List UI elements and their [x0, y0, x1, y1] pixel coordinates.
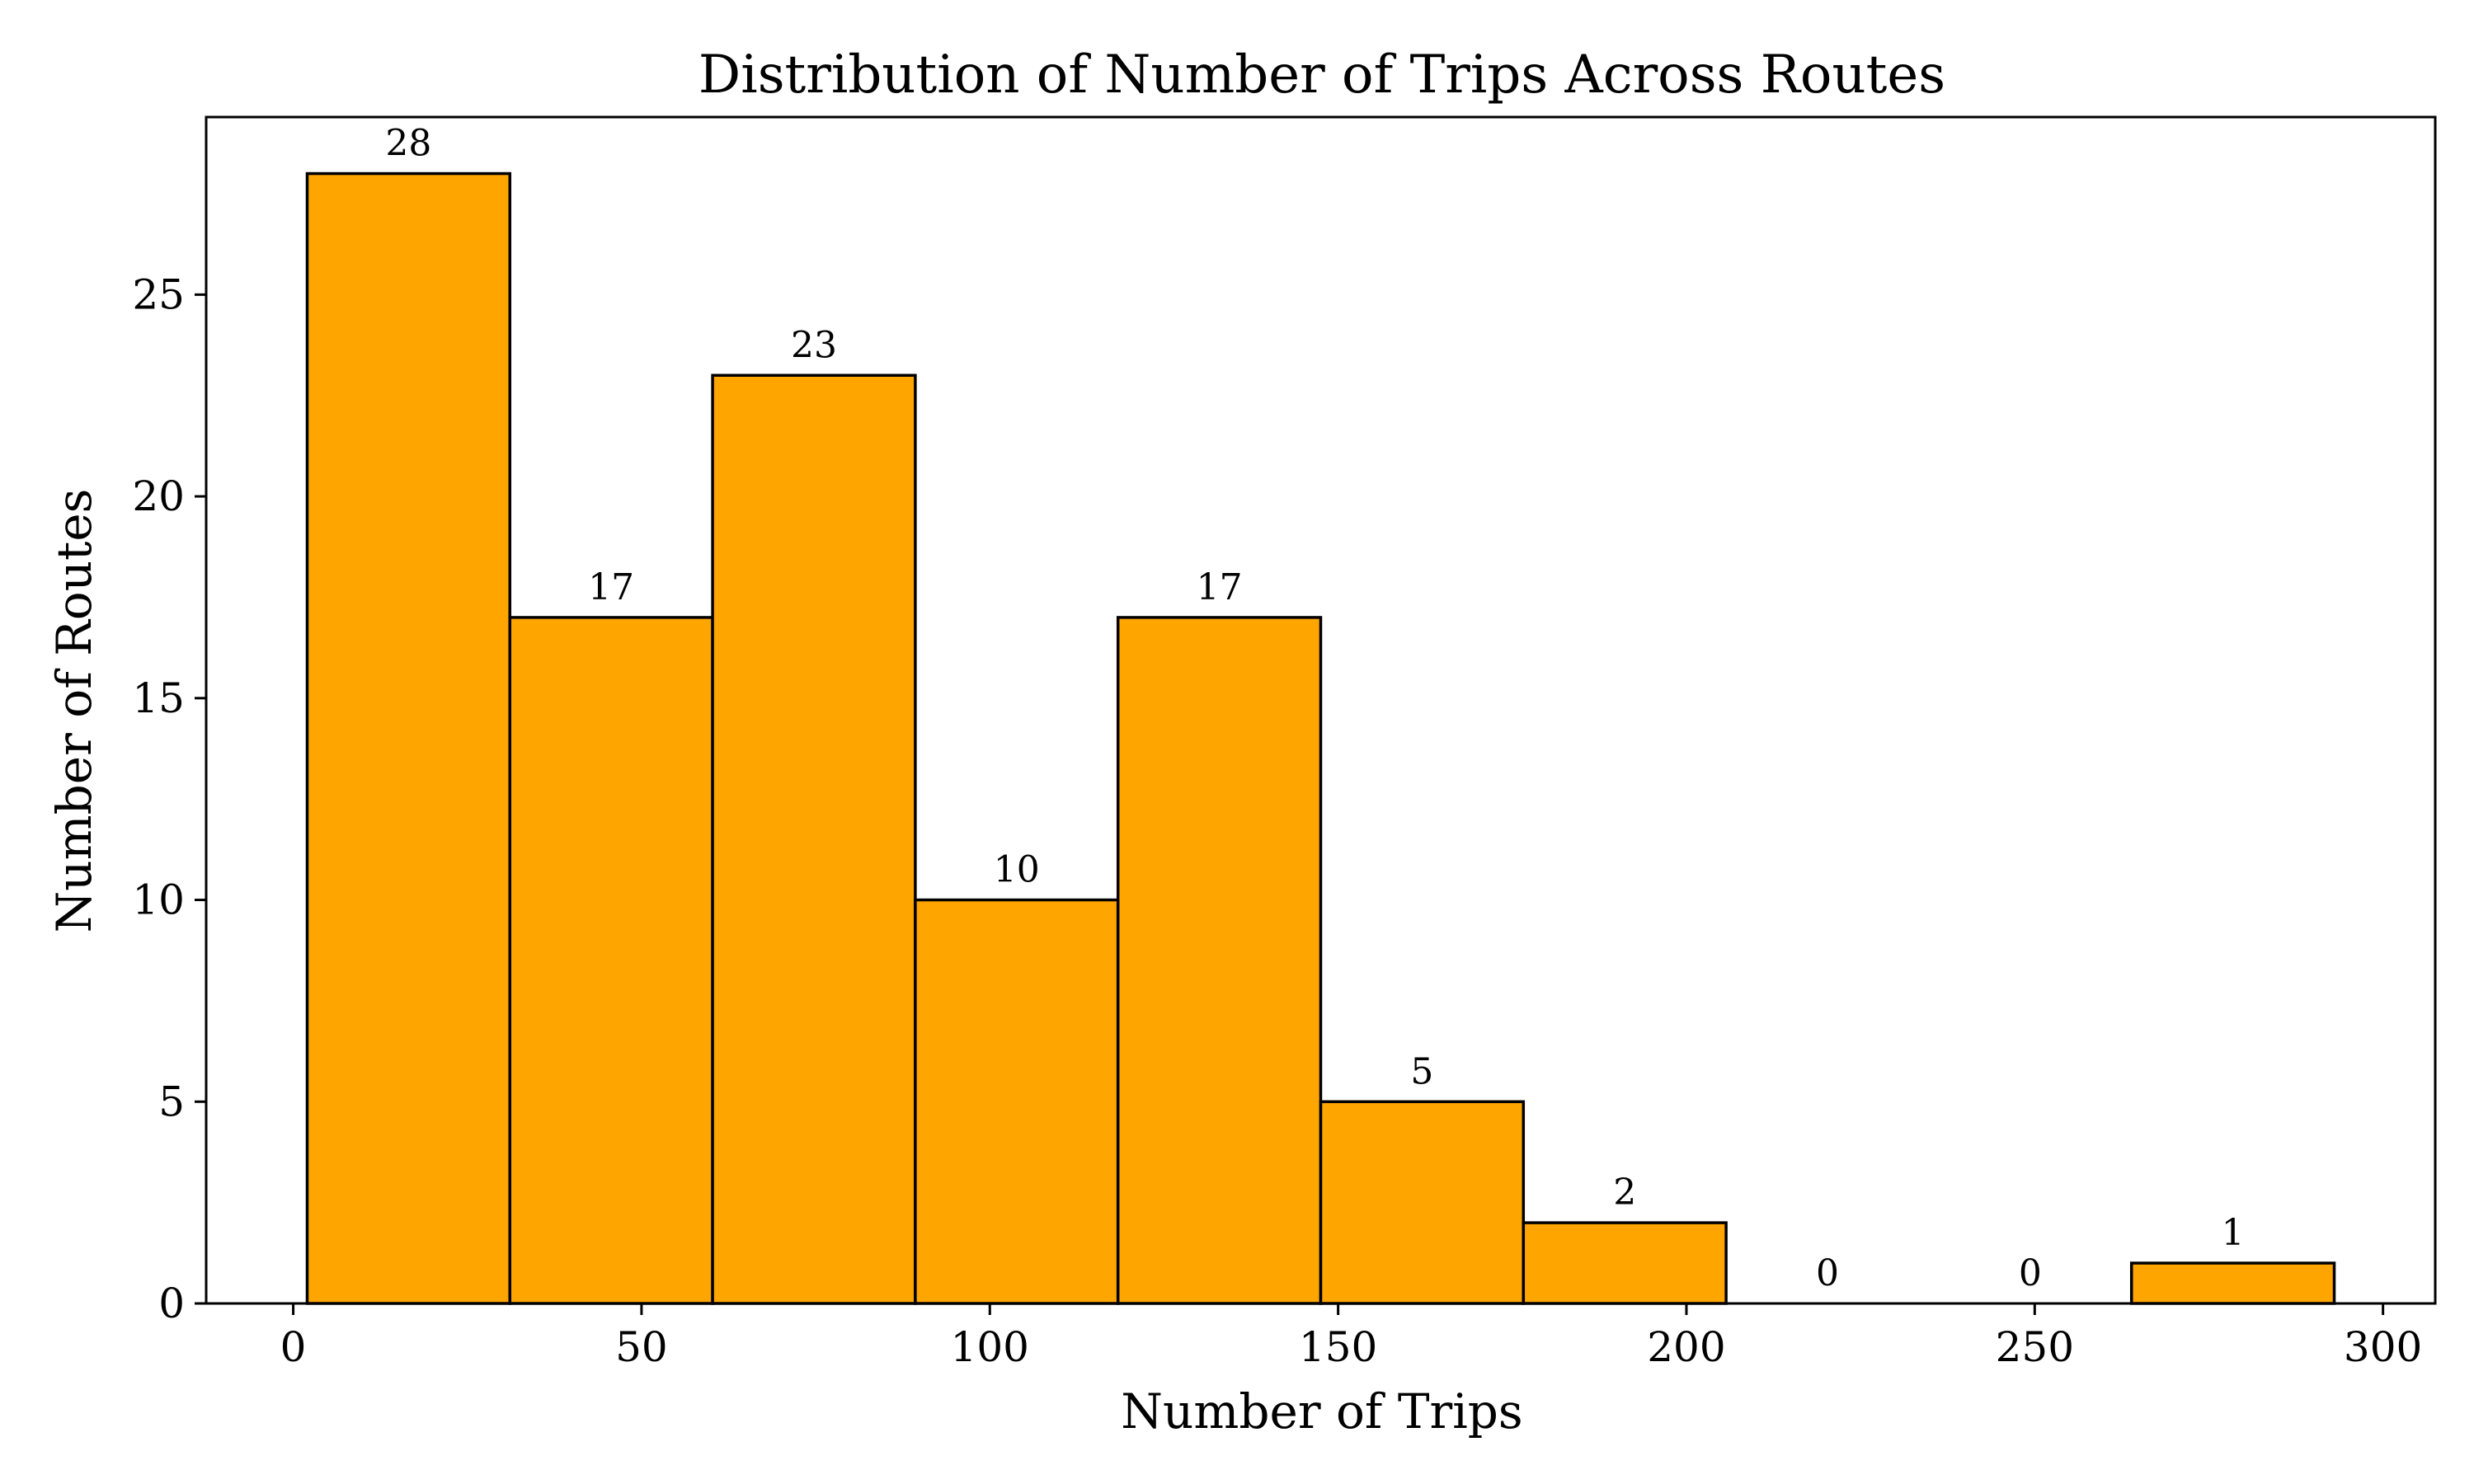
data-label-5: 5: [1410, 1050, 1433, 1092]
data-label-7: 0: [1816, 1252, 1839, 1294]
bar-4: [1116, 616, 1323, 1305]
x-tick-label-5: 250: [1996, 1323, 2074, 1371]
y-axis-label: Number of Routes: [46, 489, 102, 933]
x-axis-ticks: 0 50 100 150 200 250 300: [280, 1303, 2422, 1371]
data-label-3: 10: [994, 849, 1040, 891]
x-tick-label-3: 150: [1299, 1323, 1377, 1371]
bar-3: [914, 898, 1120, 1305]
y-tick-label-0: 0: [158, 1280, 185, 1327]
data-label-1: 17: [588, 566, 634, 608]
x-tick-label-6: 300: [2344, 1323, 2422, 1371]
x-tick-label-4: 200: [1647, 1323, 1725, 1371]
y-tick-label-3: 15: [132, 674, 185, 722]
data-label-8: 0: [2019, 1252, 2042, 1294]
bar-9: [2129, 1261, 2336, 1305]
y-axis-ticks: 0 5 10 15 20 25: [132, 270, 206, 1327]
y-tick-label-5: 25: [132, 270, 185, 318]
chart-title: Distribution of Number of Trips Across R…: [698, 45, 1945, 106]
data-label-9: 1: [2222, 1212, 2245, 1254]
y-tick-label-1: 5: [158, 1078, 185, 1125]
bar-2: [711, 373, 917, 1305]
bar-6: [1522, 1221, 1728, 1305]
x-tick-label-2: 100: [951, 1323, 1029, 1371]
bar-1: [508, 616, 714, 1305]
x-tick-label-1: 50: [615, 1323, 668, 1371]
x-axis-label: Number of Trips: [1121, 1383, 1522, 1439]
plot-frame: [205, 115, 2437, 1305]
data-labels-group: 28 17 23 10 17 5 2 0 0 1: [385, 123, 2244, 1294]
data-label-6: 2: [1613, 1172, 1636, 1214]
x-tick-label-0: 0: [280, 1323, 307, 1371]
y-tick-label-2: 10: [132, 876, 185, 924]
y-tick-label-4: 20: [132, 472, 185, 520]
data-label-0: 28: [385, 123, 431, 165]
bar-5: [1319, 1100, 1526, 1305]
data-label-2: 23: [791, 324, 837, 366]
bars-group: [305, 171, 2336, 1305]
bar-0: [305, 171, 512, 1305]
data-label-4: 17: [1197, 566, 1243, 608]
